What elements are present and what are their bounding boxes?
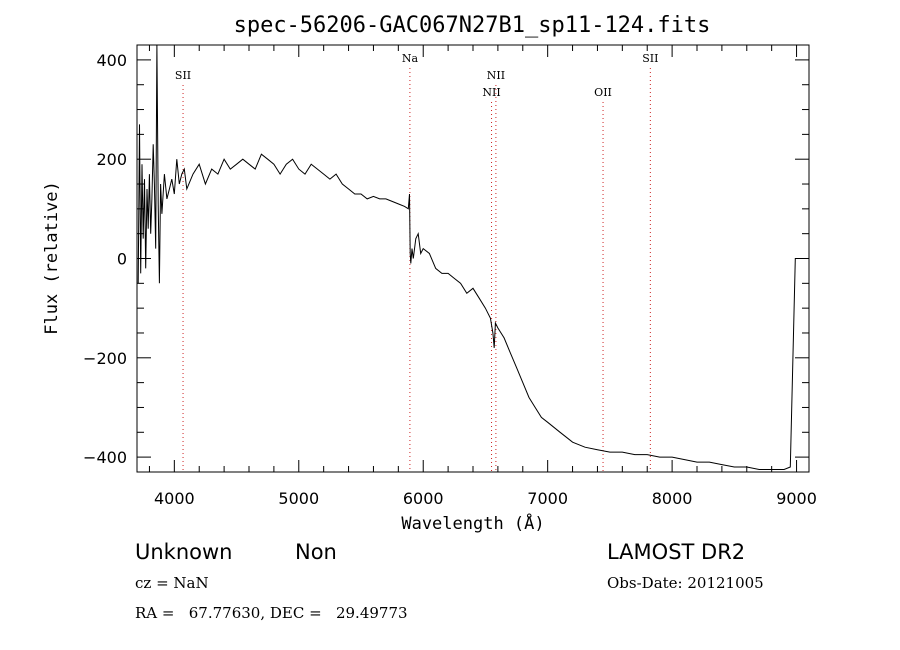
axis-ticks: 4000 5000 6000 7000 8000 9000 −400 −200 0 200 400 [83, 45, 817, 508]
x-tick-label: 8000 [652, 489, 693, 508]
obs-date: Obs-Date: 20121005 [607, 574, 764, 592]
object-subclass: Non [295, 540, 337, 564]
emission-line-label: Na [402, 52, 419, 65]
x-tick-label: 9000 [776, 489, 817, 508]
object-class: Unknown [135, 540, 233, 564]
coordinates: RA = 67.77630, DEC = 29.49773 [135, 604, 408, 622]
emission-line-label: OII [594, 86, 612, 99]
spectrum-line [137, 44, 797, 470]
x-axis-label: Wavelength (Å) [401, 512, 544, 534]
y-tick-label: 0 [117, 250, 127, 269]
x-tick-label: 7000 [527, 489, 568, 508]
emission-line-markers: SII Na NII NII OII SII [175, 52, 658, 472]
emission-line-label: SII [642, 52, 658, 65]
y-tick-label: 200 [96, 150, 127, 169]
x-tick-label: 5000 [278, 489, 319, 508]
x-tick-label: 6000 [403, 489, 444, 508]
y-axis-label: Flux (relative) [42, 181, 62, 335]
plot-frame [136, 44, 810, 473]
y-tick-label: −400 [83, 448, 127, 467]
redshift-text: cz = NaN [135, 574, 209, 592]
emission-line-label: SII [175, 69, 191, 82]
emission-line-label: NII [487, 69, 505, 82]
y-tick-label: −200 [83, 349, 127, 368]
y-tick-label: 400 [96, 51, 127, 70]
survey-name: LAMOST DR2 [607, 540, 746, 564]
chart-title: spec-56206-GAC067N27B1_sp11-124.fits [234, 13, 711, 38]
x-tick-label: 4000 [154, 489, 195, 508]
emission-line-label: NII [482, 86, 500, 99]
